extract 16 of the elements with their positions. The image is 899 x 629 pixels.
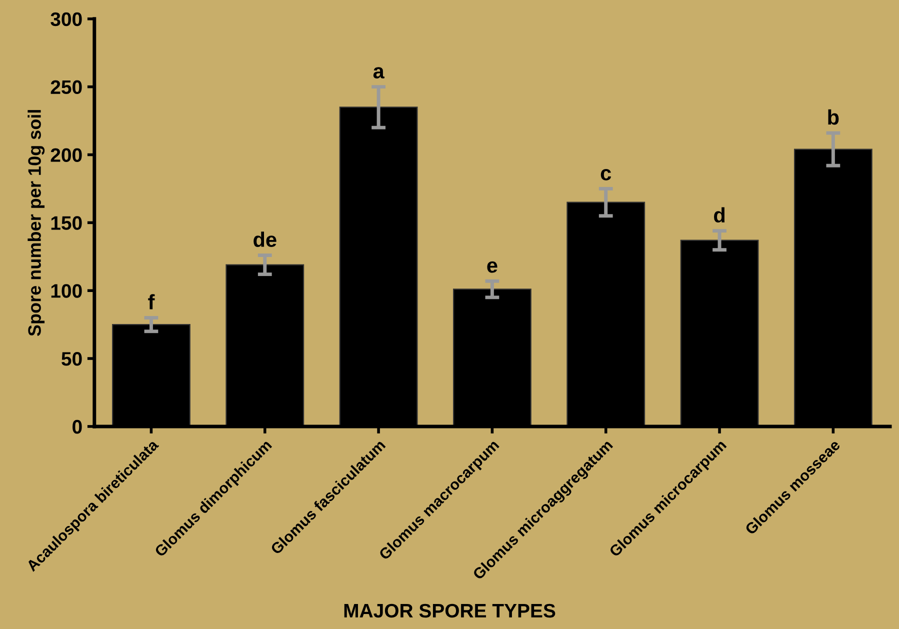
annotation: de [254,232,276,247]
y-tick-label: 0 [72,420,82,434]
annotation: a [373,67,384,79]
annotation: f [148,294,155,310]
annotation: c [600,169,612,180]
y-tick-label: 150 [51,216,82,230]
y-tick-label: 250 [50,80,82,94]
x-axis-title: MAJOR SPORE TYPES [344,604,556,618]
y-tick-label: 300 [50,12,82,26]
y-axis-title: Spore number per 10g soil [28,110,45,336]
annotation: e [487,261,498,273]
annotation: b [828,109,839,125]
y-tick-label: 50 [62,352,82,366]
annotation: d [714,207,725,223]
y-tick-label: 200 [50,148,82,162]
y-tick-label: 100 [51,284,82,298]
